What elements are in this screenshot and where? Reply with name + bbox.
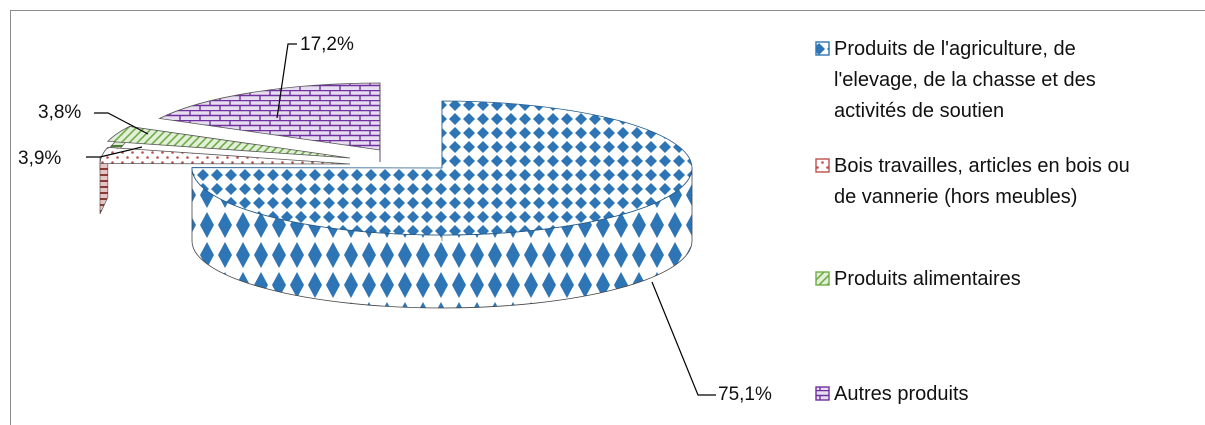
legend-label: Bois travailles, articles en bois ou (834, 155, 1130, 177)
legend-label: activités de soutien (834, 100, 1004, 122)
pie-slice-top-produits-de-l-agriculture-de-l-elevage-d (191, 100, 693, 236)
leader-line-bois-travailles-articles-en-bois-ou-de-v (86, 146, 143, 158)
legend-label: Produits de l'agriculture, de (834, 38, 1076, 60)
legend-swatch (815, 271, 830, 286)
legend-entry-produits-alimentaires: Produits alimentaires (815, 268, 1021, 290)
data-label-produits-de-l-agriculture-de-l-elevage-d: 75,1% (718, 384, 772, 405)
data-label-autres-produits: 17,2% (300, 34, 354, 55)
legend-swatch (815, 158, 830, 173)
legend-entry-bois-travailles-articles-en-bois-ou-de-v: Bois travailles, articles en bois ou de v… (815, 155, 1130, 208)
leader-line-produits-alimentaires (94, 112, 149, 135)
legend-label: l'elevage, de la chasse et des (834, 69, 1096, 91)
legend-label: Produits alimentaires (834, 268, 1021, 290)
leader-line-autres-produits (276, 43, 297, 119)
legend-label: de vannerie (hors meubles) (834, 186, 1077, 208)
legend-swatch (815, 386, 830, 401)
pie-slice-top-produits-alimentaires (106, 126, 351, 159)
chart-frame (10, 10, 1205, 425)
pie-slice-bois-travailles-articles-en-bois-ou-de-v (99, 146, 351, 215)
legend-label: Autres produits (834, 383, 969, 405)
data-label-produits-alimentaires: 3,8% (38, 102, 81, 123)
data-label-bois-travailles-articles-en-bois-ou-de-v: 3,9% (18, 148, 61, 169)
legend-entry-autres-produits: Autres produits (815, 383, 969, 405)
pie-slice-produits-de-l-agriculture-de-l-elevage-d (191, 100, 693, 309)
pie-slice-autres-produits (158, 82, 381, 162)
pie-slice-top-autres-produits (158, 82, 381, 151)
legend-swatch (815, 41, 830, 56)
leader-line-produits-de-l-agriculture-de-l-elevage-d (651, 281, 716, 396)
pie-slice-top-bois-travailles-articles-en-bois-ou-de-v (99, 146, 351, 165)
legend-entry-produits-de-l-agriculture-de-l-elevage-d: Produits de l'agriculture, de l'elevage, … (815, 38, 1096, 122)
